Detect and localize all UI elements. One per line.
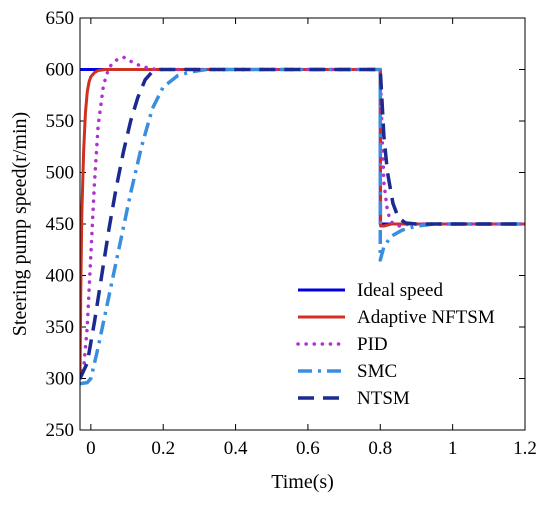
- y-axis-label: Steering pump speed(r/min): [9, 112, 31, 336]
- legend-label-smc: SMC: [357, 361, 397, 382]
- x-tick-label: 0: [86, 438, 96, 459]
- y-tick-label: 450: [46, 214, 75, 235]
- y-tick-label: 300: [46, 369, 75, 390]
- y-tick-label: 350: [46, 317, 75, 338]
- legend: Ideal speed Adaptive NFTSM PID SMC NTSM: [296, 280, 495, 409]
- y-tick-label: 550: [46, 111, 75, 132]
- series-ideal-speed-line: [80, 68, 525, 226]
- x-tick-label: 1: [448, 438, 458, 459]
- x-axis-label: Time(s): [271, 471, 334, 493]
- y-tick-label: 650: [46, 8, 75, 29]
- legend-label-pid: PID: [357, 334, 388, 355]
- plot-frame: [79, 17, 526, 431]
- legend-label-adaptive-nftsm: Adaptive NFTSM: [357, 307, 495, 328]
- y-tick-label: 600: [46, 60, 75, 81]
- series-pid-line: [80, 55, 525, 381]
- y-tick-label: 250: [46, 420, 75, 441]
- y-tick-label: 400: [46, 266, 75, 287]
- series-ntsm-line: [80, 67, 525, 380]
- series-adaptive-nftsm-line: [80, 68, 525, 379]
- x-tick-label: 0.2: [151, 438, 175, 459]
- x-tick-label: 0.8: [368, 438, 392, 459]
- x-tick-label: 1.2: [513, 438, 537, 459]
- x-tick-label: 0.6: [296, 438, 320, 459]
- series-smc-line: [80, 67, 525, 386]
- x-tick-label: 0.4: [224, 438, 248, 459]
- x-axis-ticks: 0 0.2 0.4 0.6 0.8 1 1.2: [86, 18, 537, 459]
- y-tick-label: 500: [46, 163, 75, 184]
- legend-label-ntsm: NTSM: [357, 388, 410, 409]
- legend-label-ideal-speed: Ideal speed: [357, 280, 443, 301]
- series-layer: [80, 55, 525, 386]
